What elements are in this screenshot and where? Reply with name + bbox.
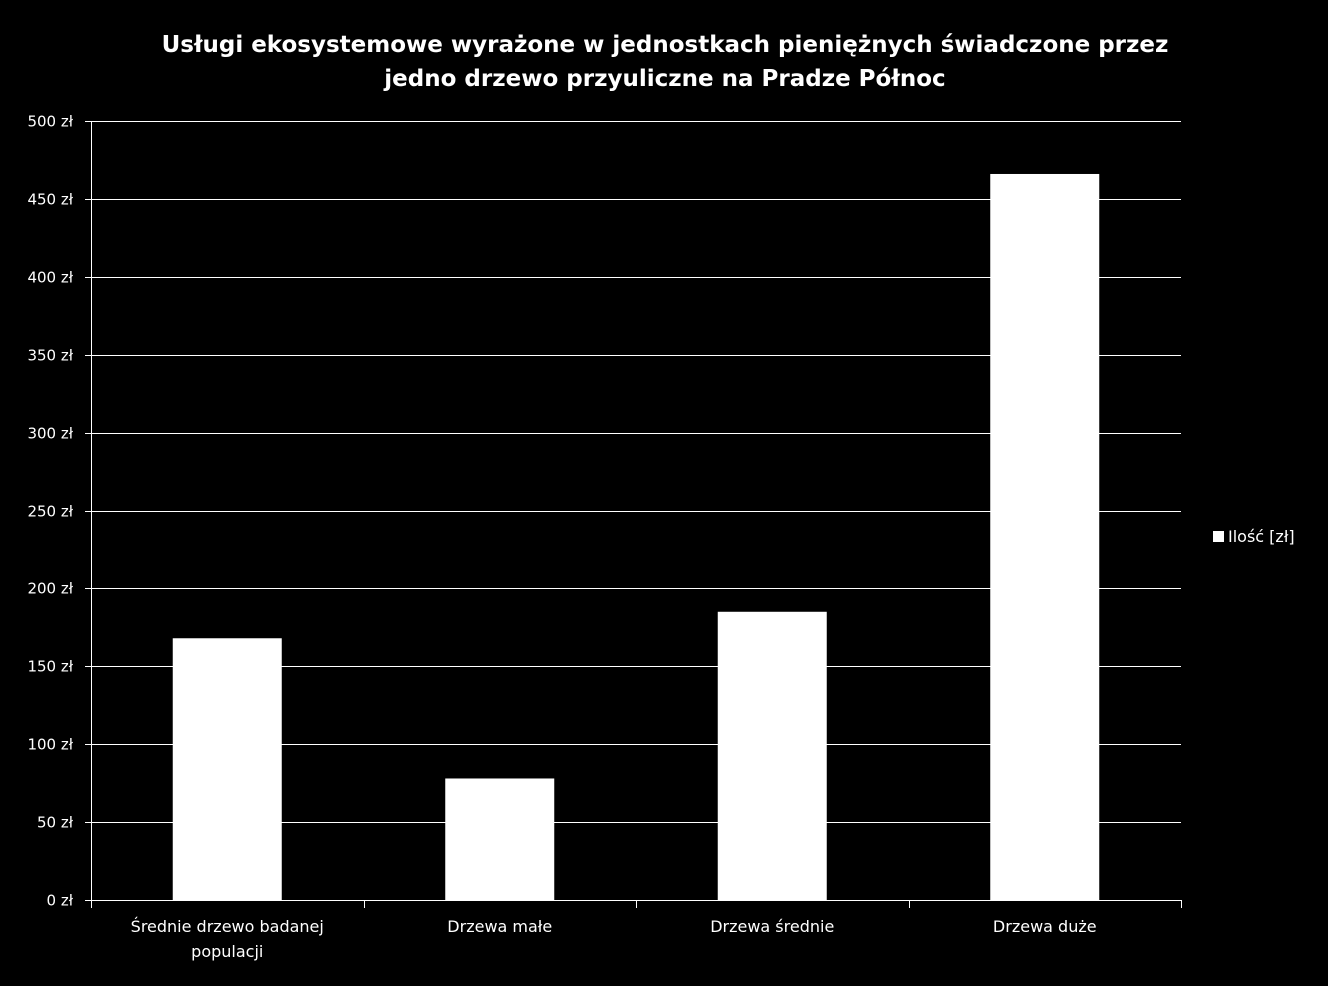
bar [990,173,1100,901]
legend-swatch [1213,531,1224,542]
x-category-label: Drzewa duże [993,917,1097,936]
y-tick-label: 450 zł [27,191,73,209]
x-category-label: Drzewa małe [447,917,552,936]
bar [172,638,282,900]
y-tick-label: 350 zł [27,347,73,365]
x-axis-category-labels: Średnie drzewo badanej populacji Drzewa ma… [131,917,1097,961]
y-tick-label: 200 zł [27,580,73,598]
y-tick-label: 400 zł [27,269,73,287]
x-category-label: Średnie drzewo badanej populacji [131,917,324,961]
legend: Ilość [zł] [1213,527,1295,546]
bar [717,611,827,900]
chart-title: Usługi ekosystemowe wyrażone w jednostka… [161,32,1169,92]
y-tick-label: 50 zł [37,814,74,832]
y-tick-label: 150 zł [27,658,73,676]
axes [85,121,1182,908]
x-category-label: Drzewa średnie [710,917,834,936]
bar [445,778,555,900]
legend-label: Ilość [zł] [1228,527,1295,546]
y-tick-label: 0 zł [47,892,74,910]
y-tick-label: 300 zł [27,425,73,443]
bars [172,173,1100,901]
y-axis-tick-labels: 0 zł 50 zł 100 zł 150 zł 200 zł 250 zł 300 zł 3… [27,113,73,910]
y-tick-label: 500 zł [27,113,73,131]
y-tick-label: 250 zł [27,503,73,521]
y-tick-label: 100 zł [27,736,73,754]
